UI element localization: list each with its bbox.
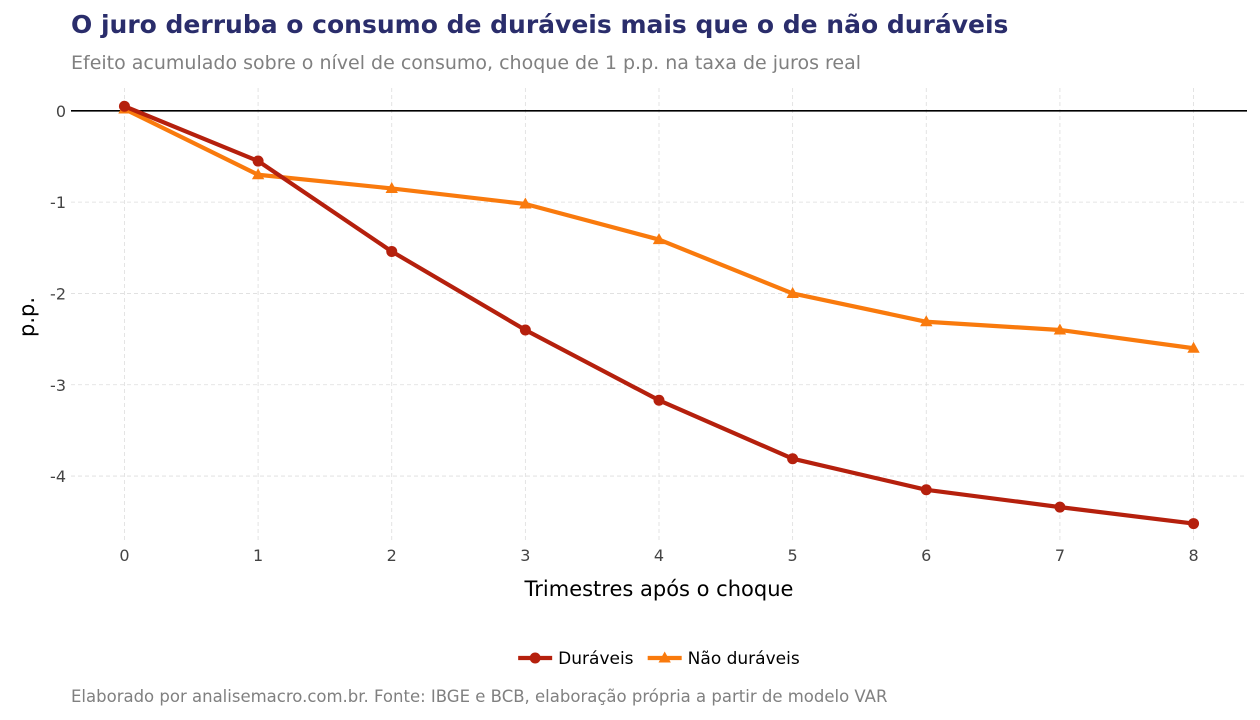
source-caption: Elaborado por analisemacro.com.br. Fonte… xyxy=(71,687,888,706)
x-tick-label: 4 xyxy=(654,546,664,565)
x-tick-label: 7 xyxy=(1055,546,1065,565)
legend: Duráveis Não duráveis xyxy=(518,649,800,669)
x-tick-label: 6 xyxy=(921,546,931,565)
x-tick-label: 8 xyxy=(1188,546,1198,565)
data-point xyxy=(920,484,932,496)
chart-title: O juro derruba o consumo de duráveis mai… xyxy=(71,10,1009,39)
series-0 xyxy=(118,100,1200,530)
y-tick-label: 0 xyxy=(56,102,66,121)
x-axis-label: Trimestres após o choque xyxy=(524,577,794,601)
data-point xyxy=(653,394,665,406)
data-point xyxy=(786,286,799,299)
x-tick-label: 5 xyxy=(788,546,798,565)
x-tick-label: 0 xyxy=(119,546,129,565)
data-point xyxy=(1054,501,1066,513)
legend-item: Duráveis xyxy=(518,649,634,669)
legend-label: Não duráveis xyxy=(688,649,800,669)
data-point xyxy=(251,168,265,180)
x-tick-label: 1 xyxy=(253,546,263,565)
y-tick-label: -2 xyxy=(50,284,66,303)
chart-subtitle: Efeito acumulado sobre o nível de consum… xyxy=(71,52,862,74)
data-point xyxy=(385,181,398,193)
x-tick-label: 2 xyxy=(387,546,397,565)
legend-marker xyxy=(529,652,541,664)
data-point xyxy=(386,245,398,257)
data-point xyxy=(920,315,933,327)
legend-marker xyxy=(658,651,671,663)
series-lines xyxy=(118,100,1200,530)
legend-item: Não duráveis xyxy=(647,649,800,669)
data-point xyxy=(519,197,532,209)
data-point xyxy=(652,233,666,245)
y-tick-label: -3 xyxy=(50,376,66,395)
legend-label: Duráveis xyxy=(558,649,634,669)
tick-labels: 0 1 2 3 4 5 6 7 8 0 -1 -2 -3 -4 xyxy=(50,102,1199,565)
data-point xyxy=(1188,518,1200,530)
y-axis-label: p.p. xyxy=(15,297,39,337)
data-point xyxy=(252,155,264,167)
y-tick-label: -4 xyxy=(50,467,66,486)
data-point xyxy=(118,100,130,112)
data-point xyxy=(787,453,799,465)
y-tick-label: -1 xyxy=(50,193,66,212)
x-tick-label: 3 xyxy=(520,546,530,565)
data-point xyxy=(1187,341,1200,353)
data-point xyxy=(519,324,531,336)
grid xyxy=(71,88,1247,540)
data-point xyxy=(1053,323,1067,335)
